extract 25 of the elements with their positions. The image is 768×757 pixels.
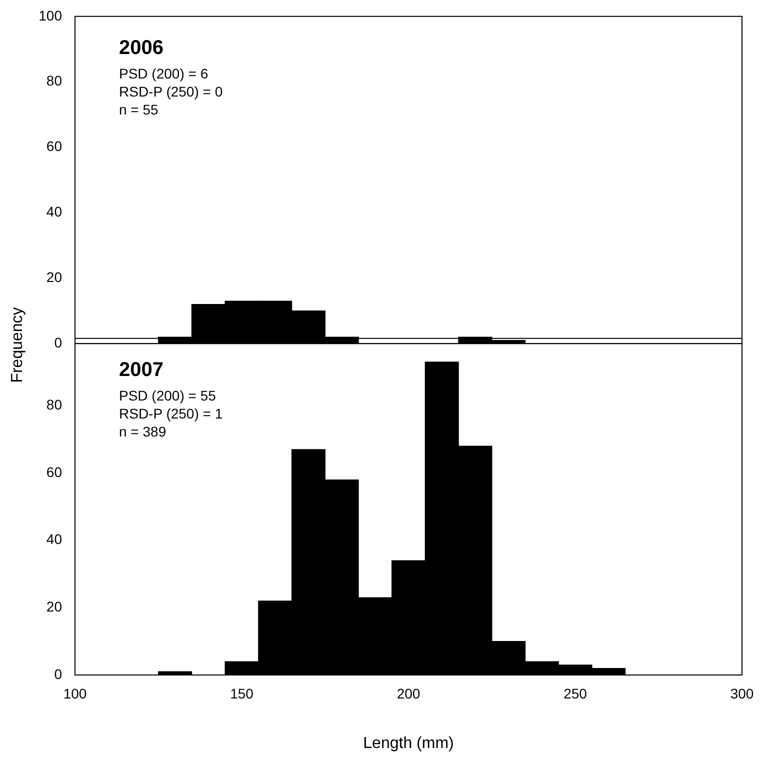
annotation: n = 389 [119,423,166,440]
y-tick-label: 40 [46,204,62,220]
y-tick-label: 40 [46,531,62,548]
x-tick-label: 150 [230,685,254,702]
annotation: 2007 [119,358,164,381]
y-tick-label: 80 [46,396,62,413]
y-tick-label: 60 [46,138,62,154]
y-tick-label: 0 [54,334,62,350]
y-tick-label: 0 [54,666,62,682]
annotation: 2006 [119,36,164,59]
annotation: n = 55 [119,101,159,118]
y-tick-label: 80 [46,72,62,89]
y-tick-label: 20 [46,269,62,286]
x-tick-label: 250 [564,685,588,702]
x-tick-label: 200 [396,685,420,702]
x-axis-title: Length (mm) [363,734,454,752]
y-tick-label: 20 [46,598,62,615]
annotation: PSD (200) = 6 [119,65,208,82]
x-tick-label: 300 [730,685,754,702]
y-tick-label: 100 [38,7,62,24]
annotation: PSD (200) = 55 [119,387,216,404]
annotation: RSD-P (250) = 1 [119,405,223,422]
annotation: RSD-P (250) = 0 [119,83,223,100]
y-axis-title: Frequency [9,307,27,383]
y-tick-label: 60 [46,464,62,480]
